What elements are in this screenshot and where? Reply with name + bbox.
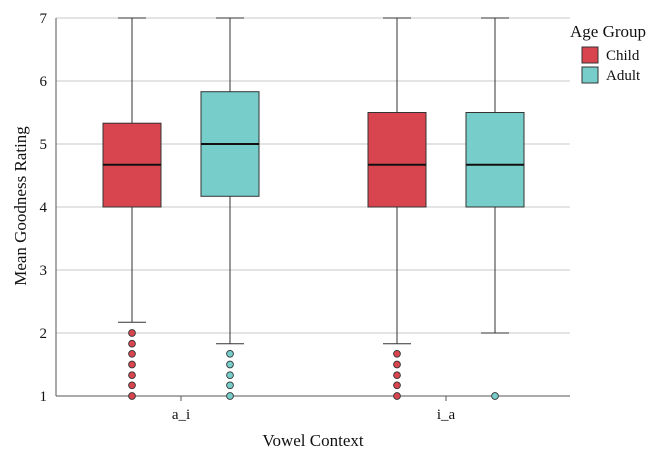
outlier-point [226,392,234,400]
legend-label-adult: Adult [606,68,641,84]
outlier-point [393,371,401,380]
outlier-point [128,371,136,380]
outlier-point [226,381,234,390]
y-axis-label: Mean Goodness Rating [11,126,30,286]
outlier-point [128,339,136,348]
legend: Age Group Child Adult [570,22,646,84]
x-axis-ticks: a_i i_a [172,396,456,423]
outlier-point [491,392,499,400]
x-tick-label: a_i [172,407,190,423]
y-tick-label: 4 [40,200,48,216]
outlier-point [128,360,136,369]
legend-swatch-adult [581,66,599,84]
legend-title: Age Group [570,22,646,41]
box-body [367,112,427,208]
box-adult-i_a [465,17,525,400]
x-tick-label: i_a [437,407,456,423]
y-tick-label: 7 [40,11,48,27]
outlier-point [393,360,401,369]
outlier-point [128,392,136,400]
y-axis-ticks: 1 2 3 4 5 6 7 [40,11,48,405]
y-tick-label: 5 [40,137,48,153]
outlier-point [128,349,136,358]
y-tick-label: 1 [40,389,48,405]
outlier-point [226,371,234,380]
y-tick-label: 2 [40,326,48,342]
box-child-a_i [102,17,162,400]
outlier-point [226,360,234,369]
outlier-point [393,349,401,358]
y-tick-label: 3 [40,263,48,279]
legend-label-child: Child [606,48,640,64]
outlier-point [226,349,234,358]
legend-swatch-child [581,46,599,64]
box-child-i_a [367,17,427,400]
chart-marks [102,17,525,400]
x-axis-label: Vowel Context [262,431,363,450]
box-adult-a_i [200,17,260,400]
y-tick-label: 6 [40,74,48,90]
outlier-point [393,381,401,390]
outlier-point [393,392,401,400]
outlier-point [128,329,136,337]
outlier-point [128,381,136,390]
box-body [465,112,525,208]
plot-frame [55,18,570,397]
